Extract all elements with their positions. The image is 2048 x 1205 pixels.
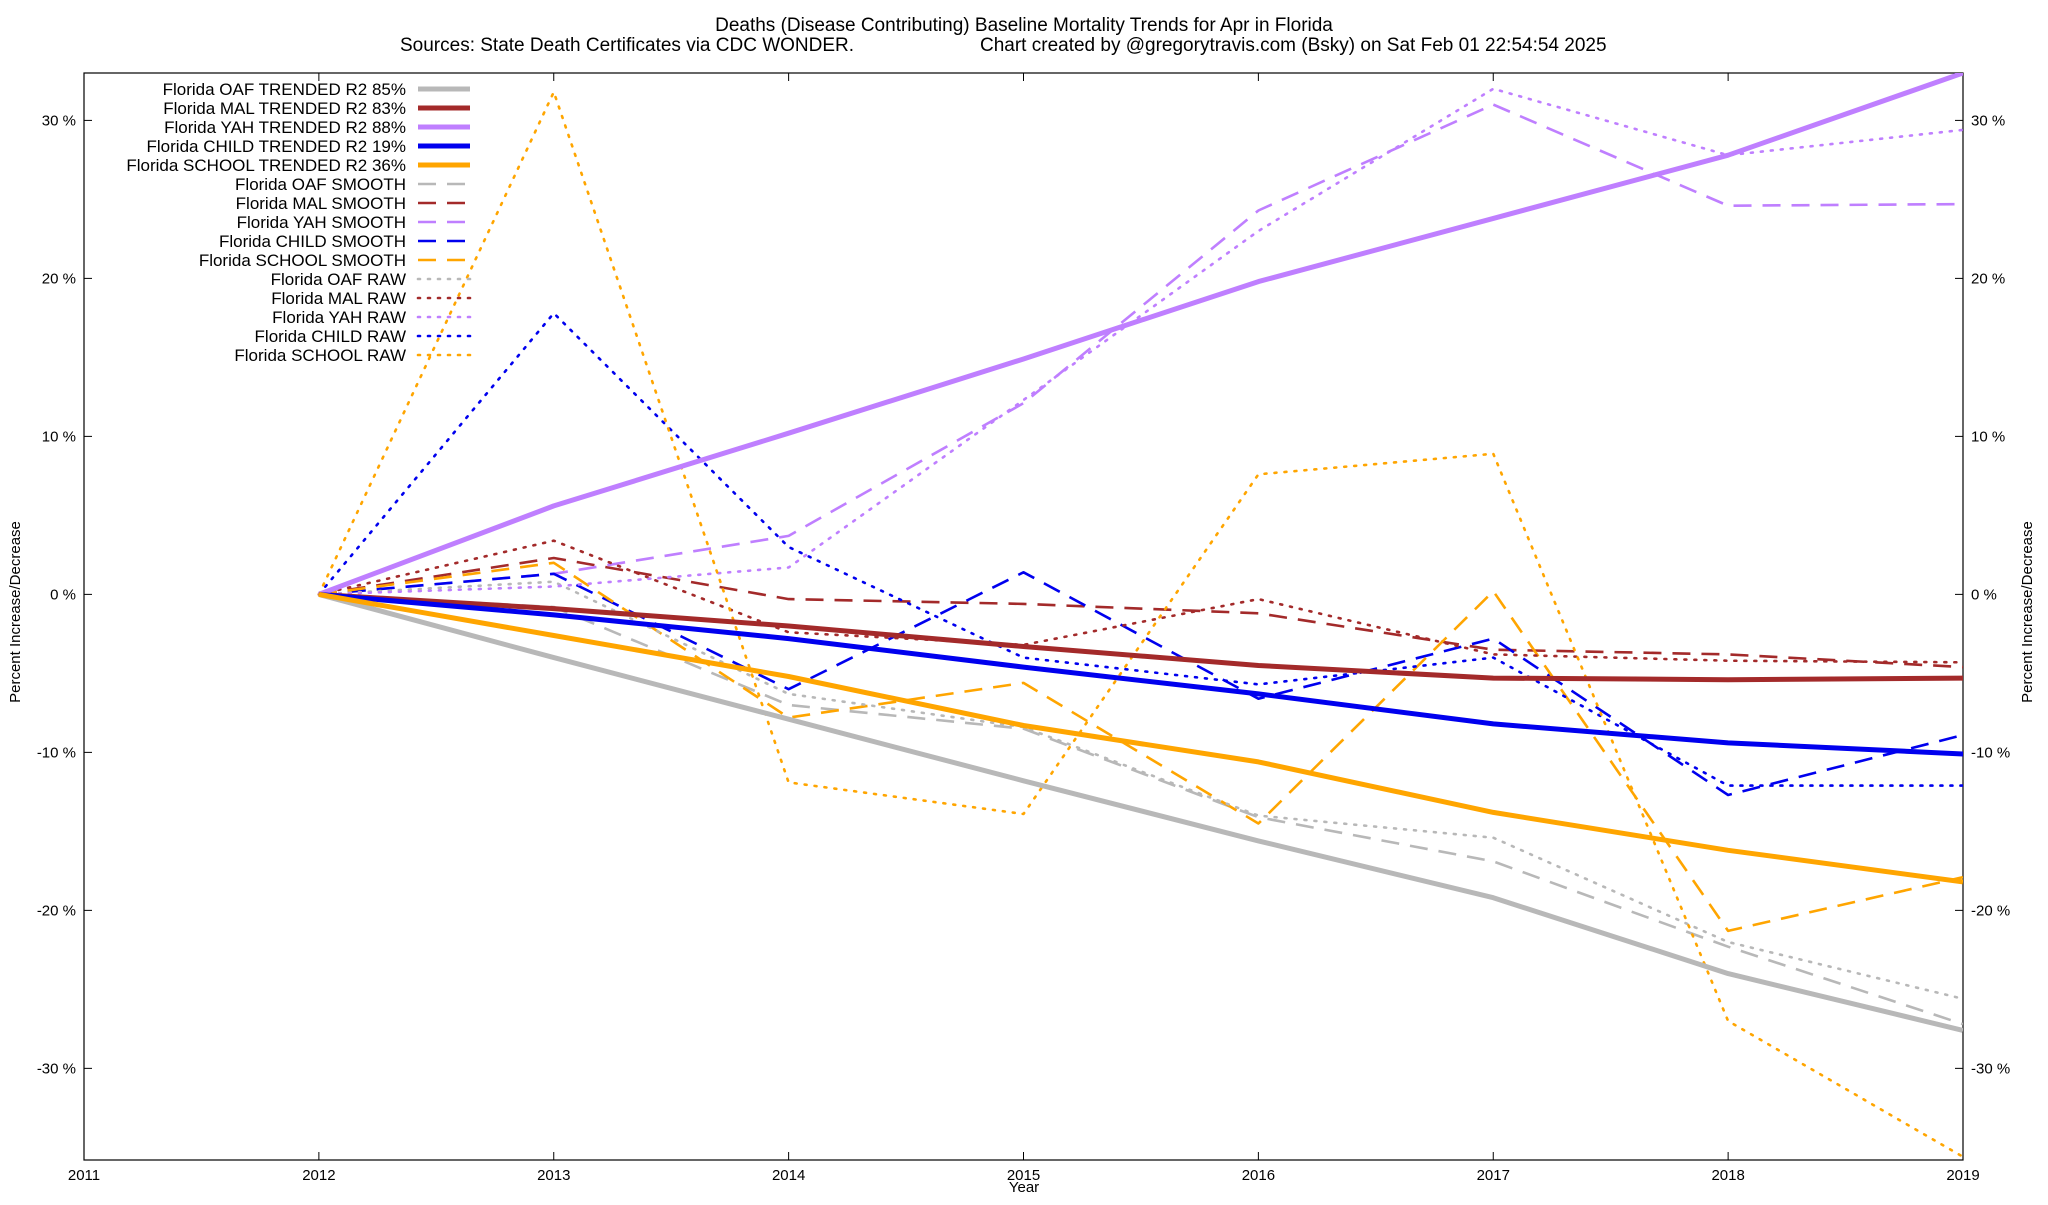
series-line-mal-trended-r2-83	[318, 591, 1963, 683]
x-tick-label: 2016	[1242, 1167, 1275, 1184]
y-tick-label-right: 30 %	[1971, 112, 2005, 129]
legend-label: Florida YAH TRENDED R2 88%	[164, 118, 406, 137]
legend-label: Florida OAF SMOOTH	[235, 175, 406, 194]
x-tick-label: 2018	[1711, 1167, 1744, 1184]
series-lines	[317, 73, 1963, 1159]
chart-subtitle-credit: Chart created by @gregorytravis.com (Bsk…	[980, 35, 1607, 56]
y-tick-label-right: -20 %	[1971, 902, 2010, 919]
y-tick-label-right: -10 %	[1971, 744, 2010, 761]
y-tick-label-left: 20 %	[42, 270, 76, 287]
legend-label: Florida CHILD RAW	[255, 327, 406, 346]
y-tick-label-left: -20 %	[37, 902, 76, 919]
legend-label: Florida MAL RAW	[271, 289, 406, 308]
series-line-school-trended-r2-36	[318, 591, 1963, 885]
series-line-school-raw	[317, 90, 1963, 1159]
y-tick-label-left: -10 %	[37, 744, 76, 761]
series-line-oaf-smooth	[318, 593, 1963, 1026]
legend-label: Florida SCHOOL RAW	[234, 346, 406, 365]
legend-label: Florida CHILD SMOOTH	[219, 232, 406, 251]
y-tick-label-right: 20 %	[1971, 270, 2005, 287]
legend-label: Florida MAL SMOOTH	[236, 194, 406, 213]
x-tick-label: 2017	[1477, 1167, 1510, 1184]
legend-label: Florida SCHOOL TRENDED R2 36%	[126, 156, 406, 175]
x-tick-label: 2019	[1946, 1167, 1979, 1184]
y-tick-label-left: 30 %	[42, 112, 76, 129]
series-line-yah-smooth	[318, 103, 1963, 596]
chart-titles: Deaths (Disease Contributing) Baseline M…	[400, 15, 1607, 56]
y-tick-label-left: 0 %	[50, 586, 76, 603]
legend-label: Florida CHILD TRENDED R2 19%	[147, 137, 406, 156]
series-line-yah-trended-r2-88	[318, 73, 1963, 597]
x-axis-label: Year	[1009, 1179, 1039, 1196]
x-tick-label: 2014	[772, 1167, 805, 1184]
y-tick-label-left: -30 %	[37, 1060, 76, 1077]
series-line-child-raw	[317, 311, 1963, 787]
legend-label: Florida YAH RAW	[272, 308, 406, 327]
x-tick-label: 2011	[68, 1167, 100, 1184]
y-tick-label-right: -30 %	[1971, 1060, 2010, 1077]
legend-label: Florida MAL TRENDED R2 83%	[163, 99, 406, 118]
y-tick-label-right: 0 %	[1971, 586, 1997, 603]
y-tick-label-right: 10 %	[1971, 428, 2005, 445]
x-tick-label: 2015	[1007, 1167, 1040, 1184]
series-line-oaf-trended-r2-85	[318, 591, 1963, 1033]
series-line-child-trended-r2-19	[318, 591, 1963, 757]
axis-ticks: 2011 2012 2013 2014 2015 2016 2017 2018 2019 30 %…	[37, 73, 2010, 1184]
series-line-oaf-raw	[317, 580, 1963, 1001]
legend: Florida OAF TRENDED R2 85%Florida MAL TR…	[126, 80, 472, 365]
axis-labels: Year Percent Increase/Decrease Percent I…	[7, 521, 2036, 1196]
series-line-child-smooth	[318, 570, 1963, 797]
y-axis-label-right: Percent Increase/Decrease	[2019, 521, 2036, 703]
series-line-yah-raw	[317, 87, 1963, 596]
y-tick-label-left: 10 %	[42, 428, 76, 445]
chart-title: Deaths (Disease Contributing) Baseline M…	[715, 15, 1333, 36]
legend-label: Florida OAF RAW	[271, 270, 406, 289]
x-tick-label: 2013	[537, 1167, 570, 1184]
x-tick-label: 2012	[302, 1167, 335, 1184]
y-axis-label-left: Percent Increase/Decrease	[7, 521, 24, 703]
series-line-mal-raw	[317, 539, 1963, 664]
series-line-mal-smooth	[318, 556, 1963, 669]
legend-label: Florida YAH SMOOTH	[237, 213, 406, 232]
chart-subtitle-source: Sources: State Death Certificates via CD…	[400, 35, 854, 56]
legend-label: Florida OAF TRENDED R2 85%	[163, 80, 406, 99]
legend-label: Florida SCHOOL SMOOTH	[199, 251, 406, 270]
